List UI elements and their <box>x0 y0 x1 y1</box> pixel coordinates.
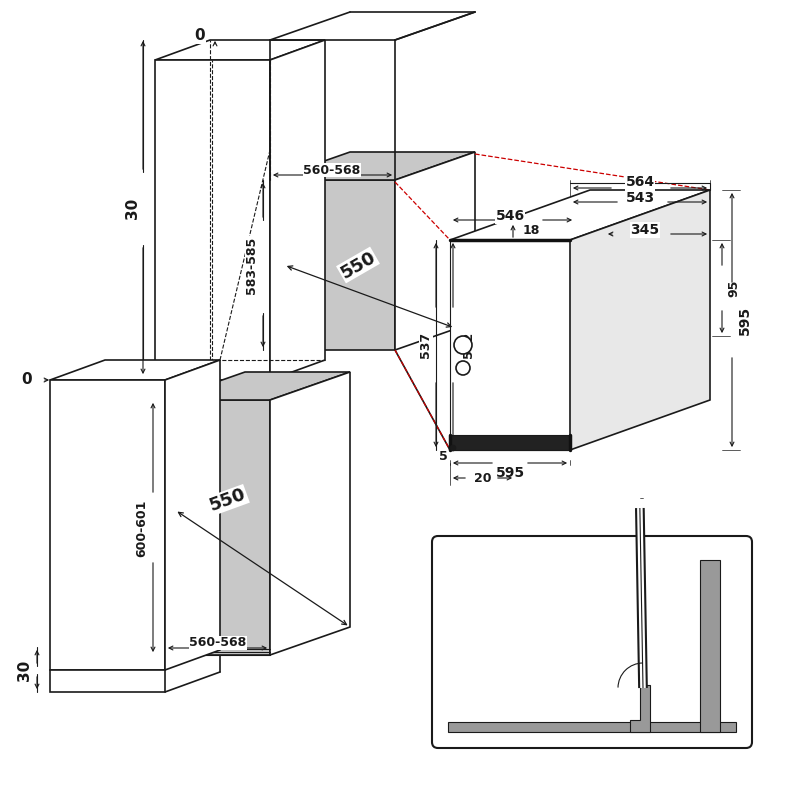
Text: 546: 546 <box>495 209 525 223</box>
Polygon shape <box>270 40 325 380</box>
Text: 550: 550 <box>207 485 249 515</box>
Text: 95: 95 <box>727 279 741 297</box>
Text: 537: 537 <box>419 332 433 358</box>
Text: 0: 0 <box>662 710 670 720</box>
Polygon shape <box>165 372 350 400</box>
Text: 20: 20 <box>474 471 492 485</box>
Circle shape <box>454 336 472 354</box>
Polygon shape <box>448 722 736 732</box>
Text: 600-601: 600-601 <box>135 499 149 557</box>
Text: 595: 595 <box>495 466 525 480</box>
Text: 30: 30 <box>126 198 141 218</box>
Polygon shape <box>450 190 710 240</box>
Polygon shape <box>50 360 220 380</box>
Polygon shape <box>570 190 710 450</box>
Text: 5: 5 <box>438 450 447 462</box>
Polygon shape <box>450 435 570 450</box>
FancyBboxPatch shape <box>432 536 752 748</box>
Polygon shape <box>395 152 475 350</box>
Text: 560-568: 560-568 <box>190 637 246 650</box>
Text: 560-568: 560-568 <box>303 163 361 177</box>
Circle shape <box>456 361 470 375</box>
Text: 18: 18 <box>523 225 540 238</box>
Polygon shape <box>630 685 650 732</box>
Polygon shape <box>50 670 165 692</box>
Text: 0: 0 <box>194 29 206 43</box>
Polygon shape <box>155 40 325 60</box>
Text: 0: 0 <box>22 373 32 387</box>
Text: 345: 345 <box>630 223 659 237</box>
Polygon shape <box>270 372 350 655</box>
Circle shape <box>450 445 456 451</box>
Polygon shape <box>700 560 720 732</box>
Text: 10: 10 <box>715 721 733 734</box>
Polygon shape <box>270 180 395 350</box>
Text: 550: 550 <box>338 248 378 282</box>
Text: 89°: 89° <box>587 618 613 632</box>
Text: 583-585: 583-585 <box>246 236 258 294</box>
Polygon shape <box>270 152 475 180</box>
Polygon shape <box>50 380 165 670</box>
Polygon shape <box>165 360 220 670</box>
Polygon shape <box>155 60 270 380</box>
Polygon shape <box>165 400 270 655</box>
Text: 595: 595 <box>738 306 752 334</box>
Polygon shape <box>450 240 570 450</box>
Text: 477: 477 <box>530 549 559 563</box>
Text: 30: 30 <box>18 659 33 681</box>
Text: 543: 543 <box>626 191 654 205</box>
Text: 572: 572 <box>462 332 475 358</box>
Text: 564: 564 <box>626 175 654 189</box>
